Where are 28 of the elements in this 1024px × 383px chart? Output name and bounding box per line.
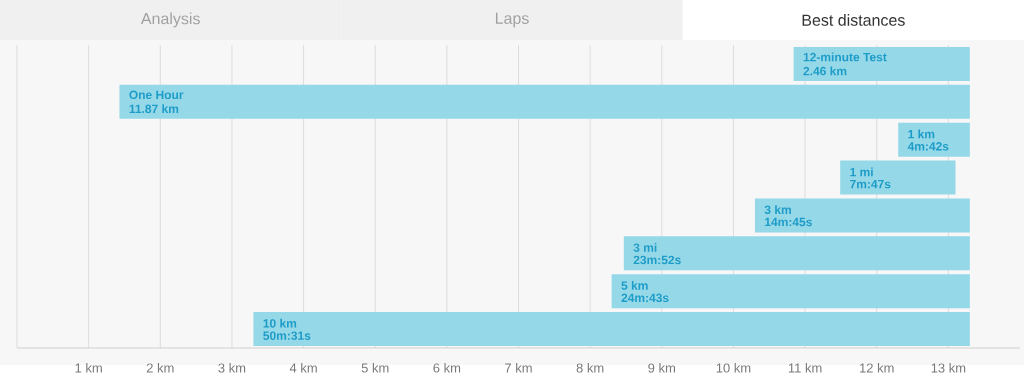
y-tick-label: 1 mi (850, 167, 873, 177)
x-tick-label: 2 km (146, 363, 174, 373)
data-label: 2.46 km (803, 66, 847, 76)
x-tick-label: 5 km (361, 363, 389, 373)
text: Analysis (140, 12, 200, 28)
annotation: 4m:42s (907, 142, 949, 151)
x-tick-label: 8 km (576, 363, 604, 373)
x-tick-label: 10 km (716, 363, 751, 373)
y-tick-label: 12-minute Test (803, 52, 887, 62)
x-tick-label: 4 km (289, 363, 317, 373)
text: Best distances (802, 14, 905, 26)
x-tick-label: 11 km (788, 363, 822, 373)
y-tick-label: 3 mi (633, 243, 657, 252)
annotation: 50m:31s (263, 331, 311, 340)
annotation: 23m:52s (633, 255, 681, 265)
annotation: 14m:45s (765, 217, 812, 227)
annotation: 24m:43s (621, 293, 669, 303)
x-tick-label: 7 km (505, 363, 532, 373)
annotation: 7m:47s (850, 179, 891, 189)
x-tick-label: 13 km (931, 363, 966, 373)
y-tick-label: One Hour (129, 90, 184, 100)
x-tick-label: 9 km (648, 363, 676, 373)
x-tick-label: 6 km (433, 363, 461, 373)
x-tick-label: 3 km (218, 363, 246, 373)
text: Laps (495, 12, 529, 28)
x-tick-label: 12 km (860, 363, 894, 373)
data-label: 11.87 km (129, 104, 179, 114)
x-tick-label: 1 km (75, 363, 102, 373)
